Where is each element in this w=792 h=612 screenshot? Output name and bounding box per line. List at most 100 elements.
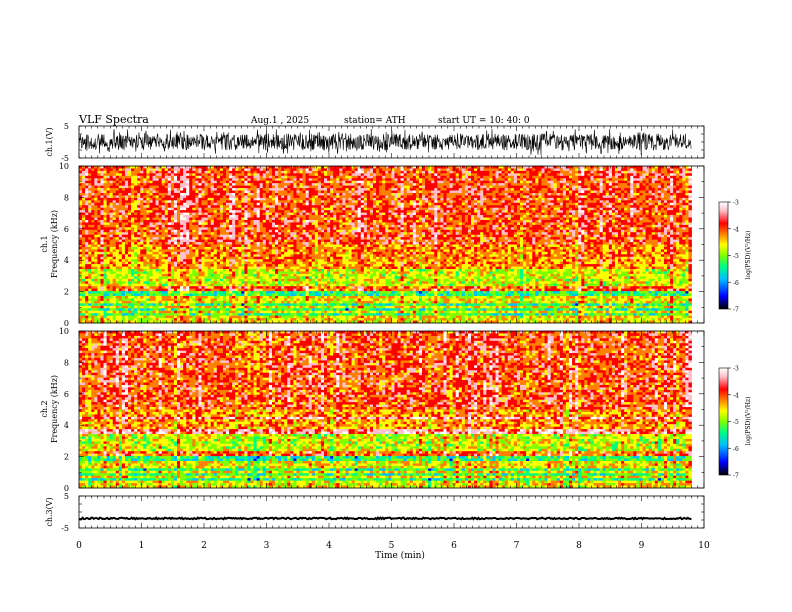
spectrogram-cell	[186, 219, 190, 223]
spectrogram-cell	[385, 190, 389, 194]
spectrogram-cell	[348, 217, 352, 221]
spectrogram-cell	[241, 205, 245, 209]
spectrogram-cell	[611, 215, 616, 218]
spectrogram-cell	[82, 212, 86, 216]
spectrogram-cell	[501, 205, 506, 209]
spectrogram-cell	[152, 205, 156, 209]
spectrogram-cell	[112, 212, 117, 216]
spectrogram-cell	[271, 212, 276, 216]
spectrogram-cell	[501, 180, 506, 184]
spectrogram-cell	[296, 183, 300, 187]
spectrogram-cell	[602, 205, 607, 209]
spectrogram-cell	[198, 195, 202, 199]
spectrogram-cell	[232, 170, 236, 174]
spectrogram-cell	[516, 173, 521, 177]
spectrogram-cell	[394, 190, 398, 194]
spectrogram-cell	[556, 202, 561, 206]
spectrogram-cell	[507, 192, 512, 196]
spectrogram-cell	[293, 197, 297, 201]
spectrogram-cell	[663, 168, 668, 172]
spectrogram-cell	[679, 219, 683, 223]
spectrogram-cell	[296, 200, 300, 204]
spectrogram-cell	[268, 170, 273, 174]
spectrogram-cell	[146, 212, 150, 216]
spectrogram-cell	[388, 219, 392, 223]
spectrogram-cell	[333, 202, 337, 206]
spectrogram-cell	[440, 207, 444, 211]
spectrogram-cell	[219, 200, 224, 204]
spectrogram-cell	[654, 219, 659, 223]
spectrogram-cell	[679, 168, 683, 172]
spectrogram-cell	[351, 222, 356, 226]
spectrogram-cell	[275, 207, 279, 211]
spectrogram-cell	[645, 197, 650, 201]
spectrogram-cell	[339, 200, 343, 204]
spectrogram-cell	[547, 192, 552, 196]
spectrogram-cell	[222, 195, 227, 199]
spectrogram-cell	[339, 205, 343, 209]
spectrogram-cell	[584, 188, 588, 191]
spectrogram-cell	[385, 207, 389, 211]
spectrogram-cell	[467, 170, 472, 174]
spectrogram-cell	[149, 173, 153, 177]
spectrogram-cell	[425, 195, 429, 199]
spectrogram-cell	[535, 173, 539, 177]
spectrogram-cell	[124, 217, 129, 221]
spectrogram-cell	[593, 212, 597, 216]
spectrogram-cell	[324, 168, 328, 172]
spectrogram-cell	[345, 170, 349, 174]
spectrogram-cell	[428, 166, 432, 169]
spectrogram-cell	[422, 180, 426, 184]
spectrogram-cell	[495, 192, 499, 196]
spectrogram-cell	[486, 217, 490, 221]
spectrogram-cell	[351, 175, 356, 179]
spectrogram-cell	[146, 173, 150, 177]
spectrogram-cell	[210, 170, 215, 174]
spectrogram-cell	[483, 219, 487, 223]
spectrogram-cell	[376, 202, 380, 206]
spectrogram-cell	[489, 175, 493, 179]
spectrogram-cell	[501, 215, 506, 218]
spectrogram-cell	[327, 173, 331, 177]
spectrogram-cell	[109, 173, 114, 177]
spectrogram-cell	[688, 205, 692, 209]
spectrogram-cell	[281, 175, 285, 179]
spectrogram-cell	[627, 185, 631, 189]
spectrogram-cell	[385, 168, 389, 172]
spectrogram-cell	[134, 212, 138, 216]
spectrogram-cell	[651, 215, 656, 218]
spectrogram-cell	[495, 175, 499, 179]
spectrogram-cell	[553, 210, 558, 214]
spectrogram-cell	[397, 217, 401, 221]
spectrogram-cell	[320, 219, 325, 223]
spectrogram-cell	[250, 202, 254, 206]
spectrogram-cell	[446, 175, 450, 179]
spectrogram-cell	[587, 173, 591, 177]
spectrogram-cell	[688, 173, 692, 177]
spectrogram-cell	[630, 168, 634, 172]
spectrogram-cell	[474, 219, 478, 223]
spectrogram-cell	[268, 190, 273, 194]
spectrogram-cell	[676, 217, 680, 221]
spectrogram-cell	[213, 188, 218, 191]
spectrogram-cell	[238, 197, 242, 201]
spectrogram-cell	[207, 190, 212, 194]
spectrogram-cell	[498, 202, 503, 206]
spectrogram-cell	[679, 180, 683, 184]
spectrogram-cell	[449, 207, 454, 211]
spectrogram-cell	[412, 192, 417, 196]
spectrogram-cell	[287, 180, 291, 184]
spectrogram-cell	[131, 178, 135, 182]
spectrogram-cell	[608, 207, 613, 211]
spectrogram-cell	[575, 202, 579, 206]
spectrogram-cell	[535, 180, 539, 184]
spectrogram-cell	[455, 188, 460, 191]
spectrogram-cell	[164, 217, 169, 221]
spectrogram-cell	[103, 215, 107, 218]
spectrogram-cell	[351, 166, 356, 169]
spectrogram-cell	[400, 210, 405, 214]
spectrogram-cell	[259, 192, 264, 196]
spectrogram-cell	[363, 173, 368, 177]
spectrogram-cell	[587, 217, 591, 221]
spectrogram-cell	[186, 197, 190, 201]
